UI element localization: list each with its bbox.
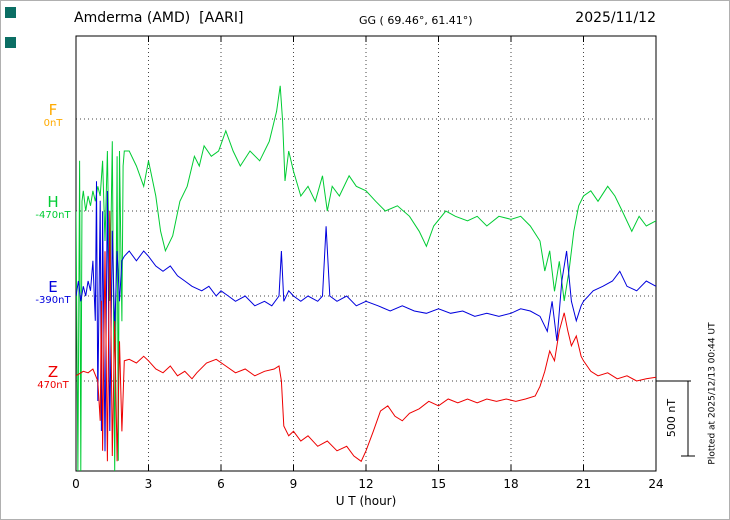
component-baseline-value: 470nT xyxy=(37,380,69,391)
component-baseline-value: -390nT xyxy=(35,295,71,306)
plot-date: 2025/11/12 xyxy=(575,10,656,26)
corner-marker-icon xyxy=(5,7,16,18)
component-label-E: E -390nT xyxy=(23,280,83,307)
component-letter: F xyxy=(48,101,58,119)
x-tick-label: 24 xyxy=(648,477,663,491)
x-tick-label: 12 xyxy=(358,477,373,491)
trace-Z xyxy=(76,210,656,463)
corner-marker-icon xyxy=(5,37,16,48)
component-baseline-value: 0nT xyxy=(43,118,63,129)
x-tick-label: 9 xyxy=(290,477,298,491)
x-axis-title: U T (hour) xyxy=(335,494,397,508)
trace-H xyxy=(76,85,656,471)
component-letter: H xyxy=(47,193,59,211)
traces xyxy=(76,85,656,471)
scale-bar-label: 500 nT xyxy=(665,398,678,438)
x-tick-label: 18 xyxy=(503,477,518,491)
plotted-at-note: Plotted at 2025/12/13 00:44 UT xyxy=(707,322,718,465)
component-label-F: F 0nT xyxy=(23,103,83,130)
x-tick-label: 21 xyxy=(576,477,591,491)
station-title: Amderma (AMD) [AARI] xyxy=(74,10,244,26)
plot-frame xyxy=(75,35,657,472)
component-letter: E xyxy=(48,278,58,296)
x-tick-label: 0 xyxy=(72,477,80,491)
x-tick-label: 6 xyxy=(217,477,225,491)
trace-E xyxy=(76,181,656,452)
x-tick-label: 3 xyxy=(145,477,153,491)
component-label-Z: Z 470nT xyxy=(23,365,83,392)
component-label-H: H -470nT xyxy=(23,195,83,222)
x-tick-label: 15 xyxy=(431,477,446,491)
geographic-coords: GG ( 69.46°, 61.41°) xyxy=(359,14,473,27)
component-baseline-value: -470nT xyxy=(35,210,71,221)
component-letter: Z xyxy=(47,363,59,381)
